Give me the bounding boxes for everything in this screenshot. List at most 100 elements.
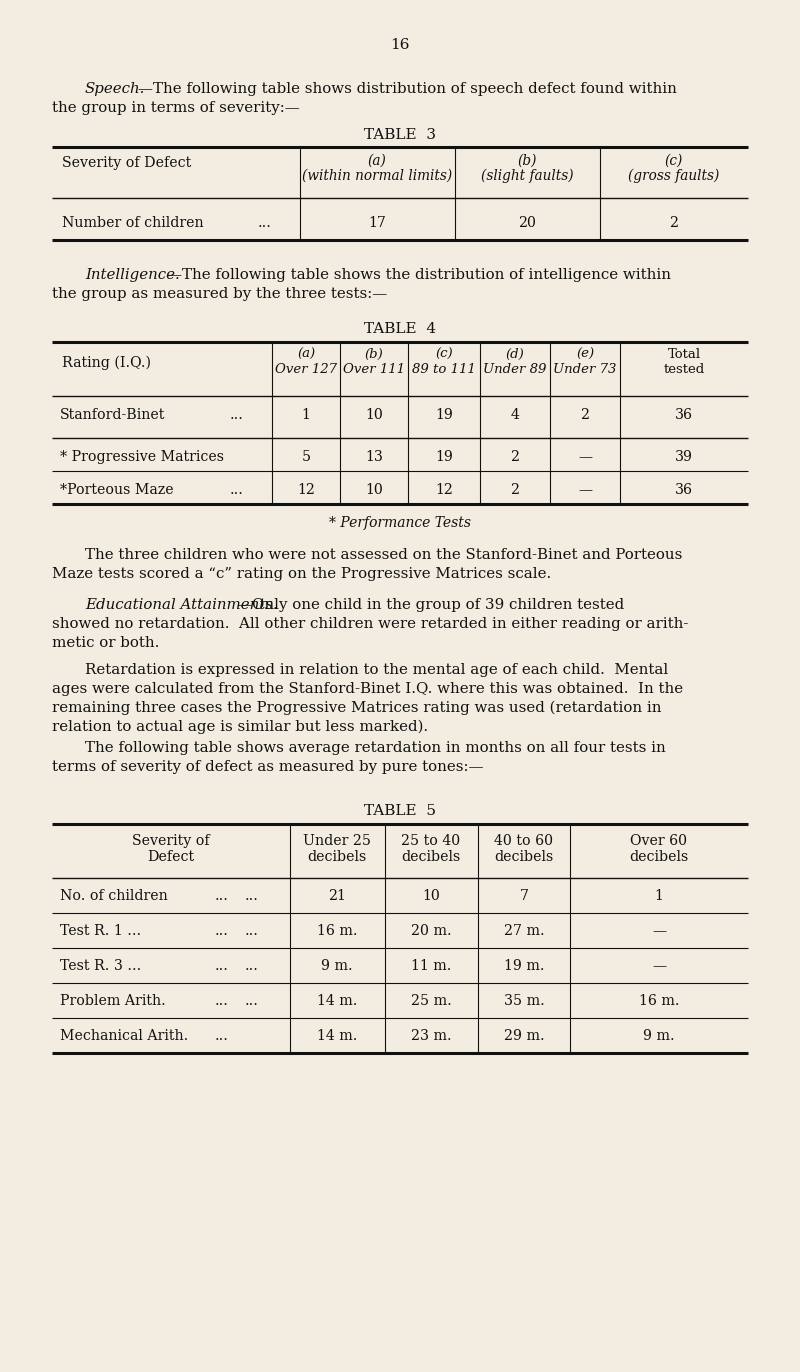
Text: * Performance Tests: * Performance Tests [329,516,471,530]
Text: 29 m.: 29 m. [504,1029,544,1043]
Text: Under 25: Under 25 [303,834,371,848]
Text: 20 m.: 20 m. [410,923,451,938]
Text: —: — [652,923,666,938]
Text: —Only one child in the group of 39 children tested: —Only one child in the group of 39 child… [237,598,624,612]
Text: 40 to 60: 40 to 60 [494,834,554,848]
Text: decibels: decibels [307,851,366,864]
Text: —The following table shows distribution of speech defect found within: —The following table shows distribution … [138,82,677,96]
Text: 5: 5 [302,450,310,464]
Text: 35 m.: 35 m. [504,993,544,1008]
Text: Severity of Defect: Severity of Defect [62,156,191,170]
Text: 13: 13 [365,450,383,464]
Text: 1: 1 [654,889,663,903]
Text: the group in terms of severity:—: the group in terms of severity:— [52,102,300,115]
Text: 9 m.: 9 m. [643,1029,675,1043]
Text: 23 m.: 23 m. [410,1029,451,1043]
Text: 21: 21 [328,889,346,903]
Text: Intelligence.: Intelligence. [85,268,180,283]
Text: 2: 2 [510,483,519,497]
Text: (b): (b) [518,154,537,167]
Text: (slight faults): (slight faults) [481,169,574,184]
Text: showed no retardation.  All other children were retarded in either reading or ar: showed no retardation. All other childre… [52,617,688,631]
Text: (gross faults): (gross faults) [628,169,720,184]
Text: ...: ... [245,993,259,1008]
Text: the group as measured by the three tests:—: the group as measured by the three tests… [52,287,387,300]
Text: terms of severity of defect as measured by pure tones:—: terms of severity of defect as measured … [52,760,483,774]
Text: ...: ... [215,923,229,938]
Text: metic or both.: metic or both. [52,637,159,650]
Text: ...: ... [230,483,244,497]
Text: Defect: Defect [147,851,194,864]
Text: Educational Attainments.: Educational Attainments. [85,598,278,612]
Text: ...: ... [245,923,259,938]
Text: 14 m.: 14 m. [317,1029,357,1043]
Text: 20: 20 [518,215,536,230]
Text: The following table shows average retardation in months on all four tests in: The following table shows average retard… [85,741,666,755]
Text: 10: 10 [422,889,440,903]
Text: 16: 16 [390,38,410,52]
Text: 11 m.: 11 m. [411,959,451,973]
Text: 25 to 40: 25 to 40 [402,834,461,848]
Text: 12: 12 [297,483,315,497]
Text: 25 m.: 25 m. [410,993,451,1008]
Text: 36: 36 [675,407,693,423]
Text: remaining three cases the Progressive Matrices rating was used (retardation in: remaining three cases the Progressive Ma… [52,701,662,715]
Text: 89 to 111: 89 to 111 [412,364,476,376]
Text: Rating (I.Q.): Rating (I.Q.) [62,355,151,370]
Text: —The following table shows the distribution of intelligence within: —The following table shows the distribut… [167,268,671,283]
Text: (c): (c) [435,348,453,361]
Text: TABLE  3: TABLE 3 [364,128,436,141]
Text: (d): (d) [506,348,524,361]
Text: Maze tests scored a “c” rating on the Progressive Matrices scale.: Maze tests scored a “c” rating on the Pr… [52,567,551,580]
Text: TABLE  5: TABLE 5 [364,804,436,818]
Text: Over 111: Over 111 [343,364,405,376]
Text: 14 m.: 14 m. [317,993,357,1008]
Text: Problem Arith.: Problem Arith. [60,993,166,1008]
Text: ...: ... [230,407,244,423]
Text: decibels: decibels [402,851,461,864]
Text: TABLE  4: TABLE 4 [364,322,436,336]
Text: (a): (a) [367,154,386,167]
Text: ...: ... [215,959,229,973]
Text: Mechanical Arith.: Mechanical Arith. [60,1029,188,1043]
Text: No. of children: No. of children [60,889,168,903]
Text: —: — [578,450,592,464]
Text: ...: ... [245,889,259,903]
Text: 10: 10 [365,407,383,423]
Text: (within normal limits): (within normal limits) [302,169,452,182]
Text: (c): (c) [665,154,683,167]
Text: 19 m.: 19 m. [504,959,544,973]
Text: Speech.: Speech. [85,82,146,96]
Text: Total: Total [667,348,701,361]
Text: 2: 2 [581,407,590,423]
Text: ...: ... [215,1029,229,1043]
Text: ...: ... [245,959,259,973]
Text: Severity of: Severity of [132,834,210,848]
Text: relation to actual age is similar but less marked).: relation to actual age is similar but le… [52,720,428,734]
Text: —: — [652,959,666,973]
Text: (e): (e) [576,348,594,361]
Text: Under 89: Under 89 [483,364,546,376]
Text: Retardation is expressed in relation to the mental age of each child.  Mental: Retardation is expressed in relation to … [85,663,668,676]
Text: Test R. 3 ...: Test R. 3 ... [60,959,142,973]
Text: 7: 7 [519,889,529,903]
Text: 36: 36 [675,483,693,497]
Text: decibels: decibels [630,851,689,864]
Text: *Porteous Maze: *Porteous Maze [60,483,174,497]
Text: 27 m.: 27 m. [504,923,544,938]
Text: ages were calculated from the Stanford-Binet I.Q. where this was obtained.  In t: ages were calculated from the Stanford-B… [52,682,683,696]
Text: Stanford-Binet: Stanford-Binet [60,407,166,423]
Text: tested: tested [663,364,705,376]
Text: ...: ... [215,889,229,903]
Text: ...: ... [258,215,272,230]
Text: ...: ... [215,993,229,1008]
Text: 10: 10 [365,483,383,497]
Text: decibels: decibels [494,851,554,864]
Text: 19: 19 [435,407,453,423]
Text: 19: 19 [435,450,453,464]
Text: 1: 1 [302,407,310,423]
Text: Under 73: Under 73 [554,364,617,376]
Text: Over 127: Over 127 [275,364,337,376]
Text: 4: 4 [510,407,519,423]
Text: * Progressive Matrices: * Progressive Matrices [60,450,224,464]
